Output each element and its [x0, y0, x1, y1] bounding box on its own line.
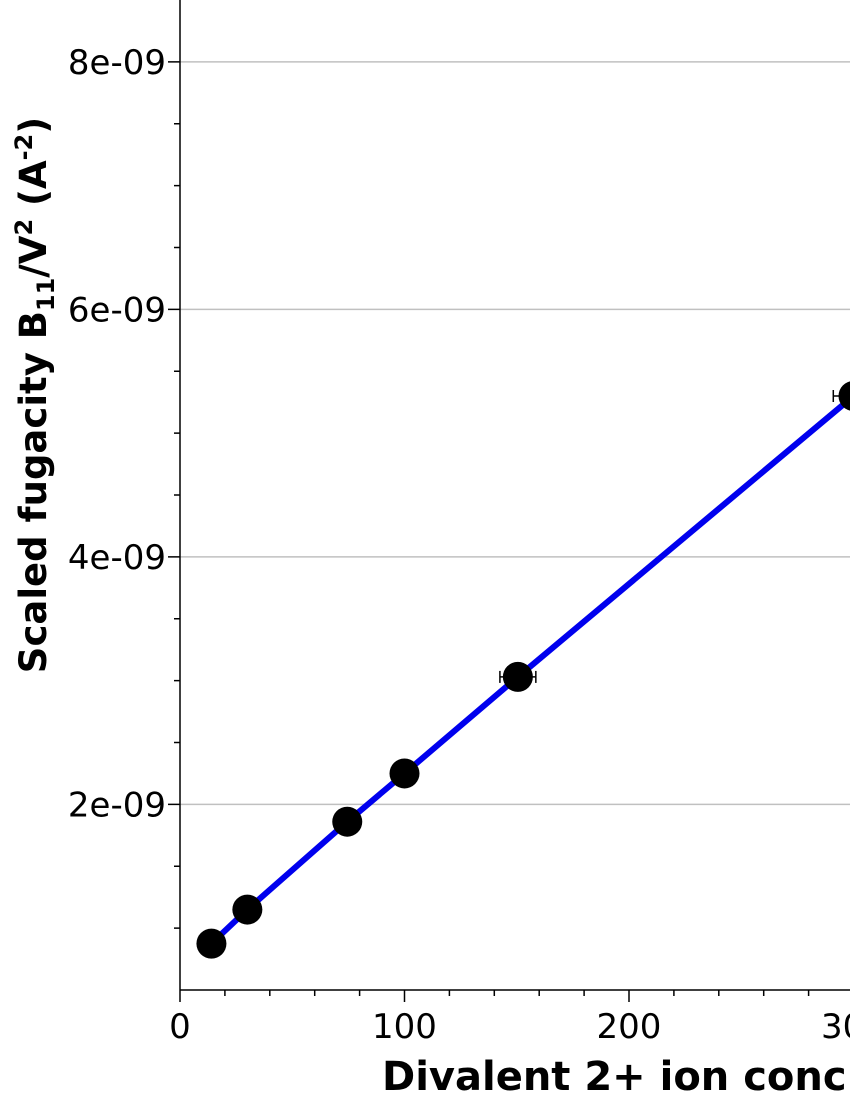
- y-label-sup: 2: [10, 219, 38, 236]
- point: [838, 381, 850, 411]
- y-tick-label: 8e-09: [68, 43, 166, 83]
- y-tick-label: 6e-09: [68, 290, 166, 330]
- x-axis-label: Divalent 2+ ion conc: [382, 1054, 847, 1100]
- y-label-part: (A: [12, 160, 55, 219]
- point: [332, 806, 363, 837]
- y-label-part: ): [12, 117, 55, 134]
- x-tick-label: 300: [821, 1007, 850, 1047]
- y-axis-label: Scaled fugacity B11/V2 (A-2): [10, 117, 60, 673]
- y-tick-label: 4e-09: [68, 538, 166, 578]
- y-label-sub: 11: [32, 278, 60, 311]
- y-label-part: Scaled fugacity B: [12, 311, 55, 673]
- point: [389, 758, 420, 789]
- point: [196, 928, 227, 959]
- point: [232, 894, 263, 925]
- y-tick-label: 2e-09: [68, 785, 166, 825]
- x-tick-label: 100: [372, 1007, 437, 1047]
- y-label-part: /V: [12, 235, 55, 278]
- x-tick-label: 0: [169, 1007, 191, 1047]
- point: [502, 661, 533, 692]
- y-label-sup: -2: [10, 134, 38, 161]
- x-tick-label: 200: [597, 1007, 662, 1047]
